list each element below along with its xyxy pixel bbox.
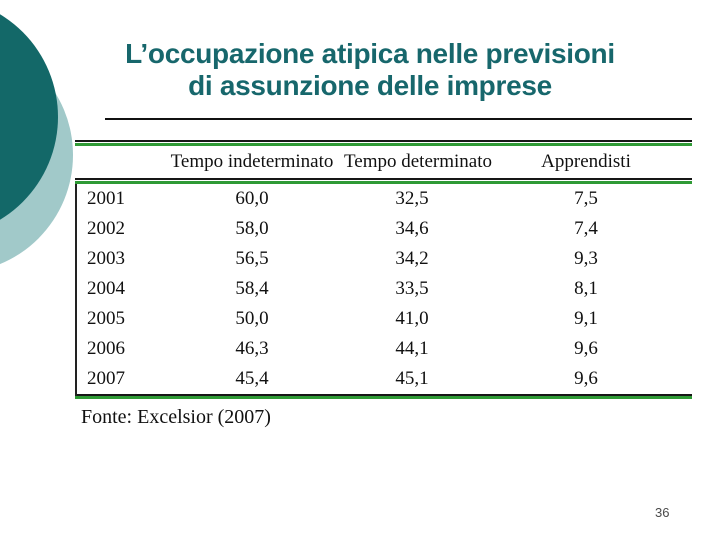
row-value: 7,4 [574, 218, 598, 239]
row-value: 9,3 [574, 248, 598, 269]
table-bottom-rule [75, 394, 692, 399]
row-value: 44,1 [395, 338, 429, 359]
row-year: 2007 [87, 368, 125, 389]
data-table: Tempo indeterminato Tempo determinato Ap… [75, 140, 692, 429]
table-row: 2004 58,4 33,5 8,1 [75, 274, 692, 304]
source-note: Fonte: Excelsior (2007) [81, 406, 271, 428]
table-header-row: Tempo indeterminato Tempo determinato Ap… [75, 146, 692, 178]
row-value: 7,5 [574, 188, 598, 209]
table-row: 2007 45,4 45,1 9,6 [75, 364, 692, 394]
row-value: 58,4 [235, 278, 269, 299]
row-value: 46,3 [235, 338, 269, 359]
page-number: 36 [655, 505, 670, 520]
table-header-rule [75, 178, 692, 184]
table-row: 2005 50,0 41,0 9,1 [75, 304, 692, 334]
table-row: 2001 60,0 32,5 7,5 [75, 184, 692, 214]
row-value: 41,0 [395, 308, 429, 329]
row-value: 8,1 [574, 278, 598, 299]
row-value: 34,2 [395, 248, 429, 269]
row-year: 2001 [87, 188, 125, 209]
slide-title: L’occupazione atipica nelle previsioni d… [60, 38, 680, 102]
row-year: 2002 [87, 218, 125, 239]
row-value: 9,6 [574, 338, 598, 359]
table-row: 2006 46,3 44,1 9,6 [75, 334, 692, 364]
slide-title-line1: L’occupazione atipica nelle previsioni [125, 38, 615, 69]
row-value: 33,5 [395, 278, 429, 299]
row-value: 45,1 [395, 368, 429, 389]
row-value: 60,0 [235, 188, 269, 209]
slide-title-line2: di assunzione delle imprese [188, 70, 552, 101]
table-top-rule [75, 140, 692, 146]
table-left-edge-line [75, 184, 77, 396]
header-tempo-determinato: Tempo determinato [344, 151, 492, 172]
row-value: 9,6 [574, 368, 598, 389]
row-value: 34,6 [395, 218, 429, 239]
row-value: 50,0 [235, 308, 269, 329]
row-value: 56,5 [235, 248, 269, 269]
row-year: 2005 [87, 308, 125, 329]
row-value: 32,5 [395, 188, 429, 209]
header-apprendisti: Apprendisti [541, 151, 631, 172]
header-tempo-indeterminato: Tempo indeterminato [170, 151, 334, 172]
row-year: 2004 [87, 278, 125, 299]
table-row: 2003 56,5 34,2 9,3 [75, 244, 692, 274]
row-value: 45,4 [235, 368, 269, 389]
table-row: 2002 58,0 34,6 7,4 [75, 214, 692, 244]
row-value: 9,1 [574, 308, 598, 329]
row-year: 2003 [87, 248, 125, 269]
row-year: 2006 [87, 338, 125, 359]
title-underline [105, 118, 692, 120]
row-value: 58,0 [235, 218, 269, 239]
